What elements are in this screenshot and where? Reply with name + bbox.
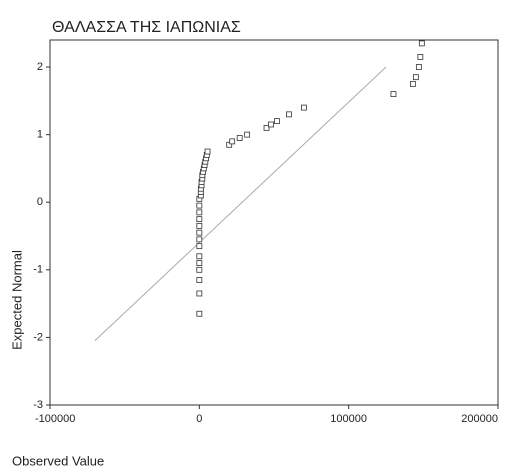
point (196, 310, 203, 317)
chart-title: ΘΑΛΑΣΣΑ ΤΗΣ ΙΑΠΩΝΙΑΣ (52, 19, 241, 36)
y-tick-label: -3 (33, 399, 43, 411)
point (196, 222, 203, 229)
x-axis-title: Observed Value (12, 453, 104, 468)
x-tick-label: 0 (196, 413, 202, 425)
x-tick-label: -100000 (35, 413, 75, 425)
y-axis-title: Expected Normal (9, 250, 24, 350)
point (244, 131, 251, 138)
y-tick-label: 0 (37, 196, 43, 208)
point (274, 118, 280, 125)
point (196, 266, 203, 273)
point (196, 236, 203, 243)
y-tick-label: -2 (33, 331, 43, 343)
point (409, 81, 416, 87)
point (418, 40, 425, 47)
point (196, 209, 203, 216)
point (412, 74, 419, 81)
point (390, 91, 397, 97)
point (196, 229, 203, 236)
point (300, 104, 307, 111)
point (415, 64, 422, 70)
reference-line (94, 66, 387, 342)
point (263, 124, 270, 131)
point (268, 121, 274, 128)
point (229, 138, 236, 145)
y-tick-label: -1 (33, 264, 43, 276)
y-tick-label: 2 (37, 61, 43, 73)
point (196, 216, 203, 223)
x-tick-label: 200000 (461, 413, 498, 425)
point (196, 202, 203, 209)
point (226, 141, 233, 148)
point (236, 135, 243, 141)
x-tick-label: 100000 (330, 413, 367, 425)
point (196, 253, 203, 260)
plot-frame (49, 39, 499, 406)
point (196, 243, 203, 250)
point (204, 148, 211, 155)
point (417, 53, 424, 60)
y-tick-label: 1 (37, 129, 43, 141)
point (286, 111, 292, 118)
point (196, 290, 203, 297)
point (196, 277, 203, 283)
point (196, 260, 203, 266)
